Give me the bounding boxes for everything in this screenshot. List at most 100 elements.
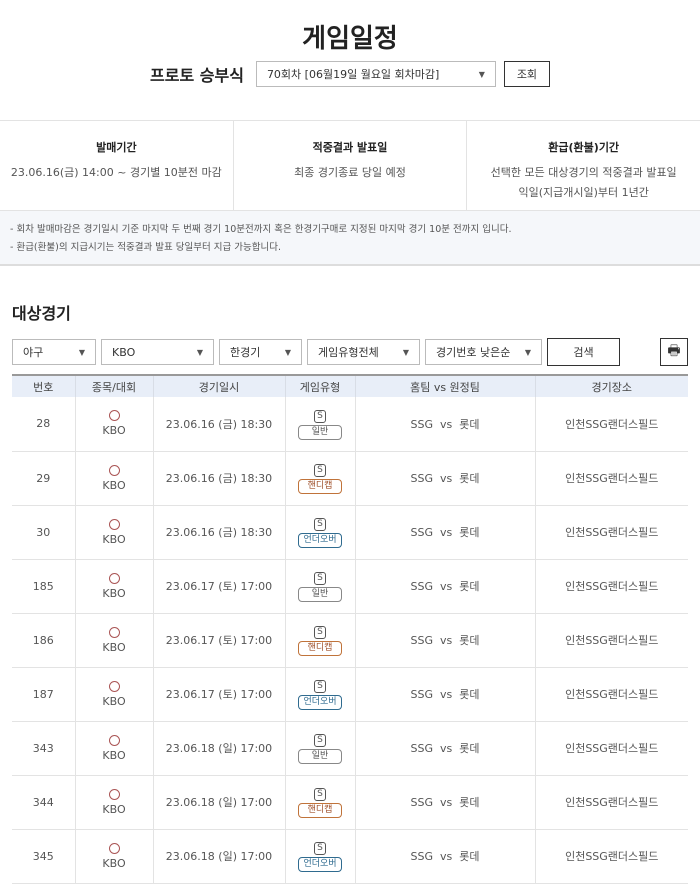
table-row[interactable]: 344 KBO 23.06.18 (일) 17:00 S 핸디캡 SSG vs 롯…: [12, 775, 688, 830]
game-datetime: 23.06.18 (일) 17:00: [152, 721, 285, 776]
game-type-cell: S 언더오버: [284, 505, 355, 560]
game-type-badge: 언더오버: [298, 857, 342, 872]
note: - 환급(환불)의 지급시기는 적중결과 발표 당일부터 지급 가능합니다.: [10, 242, 281, 253]
baseball-icon: [108, 626, 120, 638]
round-search-button[interactable]: 조회: [503, 61, 550, 87]
table-row[interactable]: 343 KBO 23.06.18 (일) 17:00 S 일반 SSG vs 롯데…: [12, 721, 688, 776]
league-cell: KBO: [74, 775, 153, 830]
league-cell: KBO: [74, 667, 153, 722]
game-type-cell: S 핸디캡: [284, 451, 355, 506]
chevron-down-icon: ▼: [402, 347, 409, 357]
printer-icon: 🖶: [667, 343, 681, 359]
venue: 인천SSG랜더스필드: [534, 721, 688, 776]
info-text: 선택한 모든 대상경기의 적중결과 발표일: [490, 166, 677, 179]
match-select[interactable]: 한경기 ▼: [219, 339, 302, 365]
league-name: KBO: [102, 802, 126, 816]
chevron-down-icon: ▼: [196, 347, 203, 357]
baseball-icon: [108, 734, 120, 746]
match-teams: SSG vs 롯데: [354, 613, 535, 668]
venue: 인천SSG랜더스필드: [534, 451, 688, 506]
game-datetime: 23.06.18 (일) 17:00: [152, 775, 285, 830]
league-name: KBO: [102, 424, 126, 438]
game-number: 28: [12, 397, 75, 452]
game-number: 29: [12, 451, 75, 506]
game-type-select[interactable]: 게임유형전체 ▼: [307, 339, 420, 365]
game-number: 185: [12, 559, 75, 614]
game-number: 187: [12, 667, 75, 722]
game-datetime: 23.06.16 (금) 18:30: [152, 505, 285, 560]
league-cell: KBO: [74, 505, 153, 560]
league-cell: KBO: [74, 613, 153, 668]
game-type-cell: S 일반: [284, 397, 355, 452]
game-number: 30: [12, 505, 75, 560]
table-row[interactable]: 28 KBO 23.06.16 (금) 18:30 S 일반 SSG vs 롯데 …: [12, 397, 688, 452]
league-cell: KBO: [74, 721, 153, 776]
game-datetime: 23.06.17 (토) 17:00: [152, 667, 285, 722]
info-refund-period: 환급(환불)기간 선택한 모든 대상경기의 적중결과 발표일 익일(지급개시일)부터…: [467, 121, 700, 210]
select-value: 야구: [23, 346, 44, 359]
game-number: 345: [12, 829, 75, 884]
league-select[interactable]: KBO ▼: [101, 339, 214, 365]
table-row[interactable]: 187 KBO 23.06.17 (토) 17:00 S 언더오버 SSG vs …: [12, 667, 688, 722]
select-value: 경기번호 낮은순: [436, 346, 511, 359]
round-selector-bar: 프로토 승부식 70회차 [06월19일 월요일 회차마감] ▼ 조회: [0, 58, 700, 90]
single-game-icon: S: [314, 409, 326, 423]
league-name: KBO: [102, 478, 126, 492]
single-game-icon: S: [314, 842, 326, 855]
league-cell: KBO: [74, 397, 153, 452]
venue: 인천SSG랜더스필드: [534, 667, 688, 722]
round-label: 프로토 승부식: [150, 66, 244, 85]
round-select[interactable]: 70회차 [06월19일 월요일 회차마감] ▼: [255, 61, 496, 87]
baseball-icon: [108, 572, 120, 584]
games-table: 번호 종목/대회 경기일시 게임유형 홈팀 vs 원정팀 경기장소 28 KBO 23.0…: [12, 374, 688, 884]
sport-select[interactable]: 야구 ▼: [12, 339, 96, 365]
game-type-badge: 핸디캡: [298, 641, 342, 656]
game-datetime: 23.06.16 (금) 18:30: [152, 397, 285, 452]
info-panel: 발매기간 23.06.16(금) 14:00 ~ 경기별 10분전 마감 적중결과…: [0, 120, 700, 210]
game-type-badge: 일반: [298, 424, 342, 440]
match-teams: SSG vs 롯데: [354, 775, 535, 830]
column-header: 종목/대회: [74, 375, 153, 397]
select-value: 게임유형전체: [318, 346, 379, 359]
baseball-icon: [108, 842, 120, 854]
match-teams: SSG vs 롯데: [354, 667, 535, 722]
info-result-date: 적중결과 발표일 최종 경기종료 당일 예정: [234, 121, 468, 210]
league-name: KBO: [102, 694, 126, 708]
table-row[interactable]: 345 KBO 23.06.18 (일) 17:00 S 언더오버 SSG vs …: [12, 829, 688, 884]
print-button[interactable]: 🖶: [660, 338, 688, 366]
league-name: KBO: [102, 532, 126, 546]
single-game-icon: S: [314, 518, 326, 531]
match-teams: SSG vs 롯데: [354, 451, 535, 506]
column-header: 경기장소: [534, 375, 688, 397]
sort-select[interactable]: 경기번호 낮은순 ▼: [425, 339, 542, 365]
table-row[interactable]: 29 KBO 23.06.16 (금) 18:30 S 핸디캡 SSG vs 롯데…: [12, 451, 688, 506]
single-game-icon: S: [314, 464, 326, 477]
table-row[interactable]: 185 KBO 23.06.17 (토) 17:00 S 일반 SSG vs 롯데…: [12, 559, 688, 614]
info-text: 익일(지급개시일)부터 1년간: [518, 186, 649, 199]
search-button[interactable]: 검색: [547, 338, 620, 366]
game-type-badge: 언더오버: [298, 533, 342, 548]
table-row[interactable]: 186 KBO 23.06.17 (토) 17:00 S 핸디캡 SSG vs 롯…: [12, 613, 688, 668]
game-datetime: 23.06.17 (토) 17:00: [152, 613, 285, 668]
league-cell: KBO: [74, 559, 153, 614]
column-header: 게임유형: [284, 375, 355, 397]
game-type-cell: S 일반: [284, 559, 355, 614]
chevron-down-icon: ▼: [524, 347, 531, 357]
league-cell: KBO: [74, 451, 153, 506]
game-type-badge: 핸디캡: [298, 479, 342, 494]
single-game-icon: S: [314, 572, 326, 585]
column-header: 경기일시: [152, 375, 285, 397]
table-row[interactable]: 30 KBO 23.06.16 (금) 18:30 S 언더오버 SSG vs 롯…: [12, 505, 688, 560]
venue: 인천SSG랜더스필드: [534, 775, 688, 830]
game-type-badge: 핸디캡: [298, 803, 342, 818]
game-type-badge: 일반: [298, 749, 342, 764]
match-teams: SSG vs 롯데: [354, 397, 535, 452]
chevron-down-icon: ▼: [78, 347, 85, 357]
baseball-icon: [108, 518, 120, 530]
match-teams: SSG vs 롯데: [354, 505, 535, 560]
info-title: 발매기간: [96, 141, 137, 154]
note: - 회차 발매마감은 경기일시 기준 마지막 두 번째 경기 10분전까지 혹은…: [10, 224, 512, 235]
baseball-icon: [108, 410, 120, 422]
game-type-cell: S 핸디캡: [284, 613, 355, 668]
page-title: 게임일정: [302, 24, 398, 54]
